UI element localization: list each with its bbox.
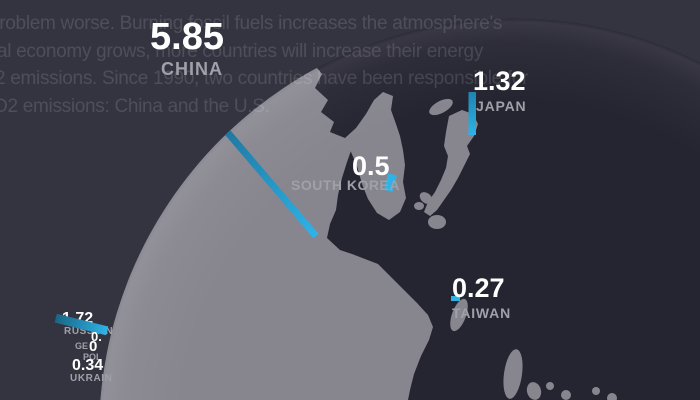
south-korea-label: SOUTH KOREA bbox=[291, 177, 400, 193]
poland-label-fragment: POL bbox=[83, 352, 102, 362]
paragraph-line: problem worse. Burning fossil fuels incr… bbox=[0, 13, 503, 34]
south-korea-value-bar bbox=[383, 173, 397, 192]
south-korea-value-callout: 0.5 bbox=[352, 153, 390, 180]
china-value: 5.85 bbox=[150, 16, 224, 58]
russia-label: RUSSIAN bbox=[64, 326, 114, 337]
taiwan-callout: 0.27 TAIWAN bbox=[452, 273, 511, 321]
japan-callout: 1.32 JAPAN bbox=[473, 66, 527, 114]
taiwan-label: TAIWAN bbox=[452, 305, 511, 321]
japan-label: JAPAN bbox=[476, 98, 527, 114]
china-callout: 5.85 CHINA bbox=[150, 18, 224, 78]
taiwan-value: 0.27 bbox=[452, 273, 505, 303]
taiwan-value-bar bbox=[451, 296, 460, 301]
paragraph-line: O2 emissions: China and the U.S. bbox=[0, 95, 270, 117]
japan-value: 1.32 bbox=[473, 66, 526, 96]
paragraph-line: al economy grows, more countries will in… bbox=[0, 40, 484, 62]
paragraph-line: 2 emissions. Since 1990, two countries h… bbox=[0, 68, 529, 89]
germany-value-fragment: 0 bbox=[89, 338, 98, 355]
poland-value-fragment: 0. bbox=[91, 329, 102, 344]
background-paragraph: problem worse. Burning fossil fuels incr… bbox=[0, 10, 700, 120]
ukraine-label: UKRAIN bbox=[70, 373, 113, 384]
germany-label-fragment: GE bbox=[75, 341, 89, 351]
china-label: CHINA bbox=[161, 59, 223, 79]
japan-value-bar bbox=[468, 92, 476, 135]
ukraine-value: 0.34 bbox=[72, 357, 104, 374]
south-korea-value: 0.5 bbox=[352, 151, 390, 181]
